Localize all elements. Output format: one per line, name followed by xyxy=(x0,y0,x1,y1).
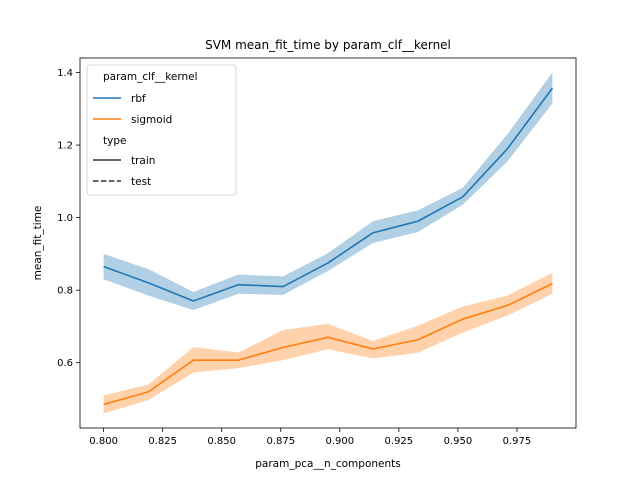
legend-frame xyxy=(86,64,237,196)
x-axis-label: param_pca__n_components xyxy=(255,458,400,470)
y-tick-label: 0.8 xyxy=(57,286,73,297)
series-line-rbf xyxy=(103,87,554,302)
y-tick-label: 1.0 xyxy=(57,213,73,224)
x-tick-label: 0.950 xyxy=(444,436,473,447)
legend: param_clf__kernel rbf sigmoid type train… xyxy=(86,64,237,196)
series-line-sigmoid xyxy=(103,282,553,406)
x-tick-label: 0.825 xyxy=(148,436,177,447)
legend-hue-title: param_clf__kernel xyxy=(103,71,198,83)
legend-label-train: train xyxy=(131,155,155,167)
x-tick-label: 0.875 xyxy=(266,436,295,447)
y-tick-label: 1.4 xyxy=(57,68,73,79)
plot-area-frame xyxy=(79,57,577,429)
legend-label-sigmoid: sigmoid xyxy=(131,114,172,126)
chart-title: SVM mean_fit_time by param_clf__kernel xyxy=(205,38,451,52)
x-tick-label: 0.800 xyxy=(89,436,118,447)
x-tick-label: 0.975 xyxy=(503,436,532,447)
legend-label-rbf: rbf xyxy=(131,93,146,105)
x-tick-label: 0.925 xyxy=(385,436,414,447)
y-tick-label: 0.6 xyxy=(57,358,73,369)
y-tick-label: 1.2 xyxy=(57,141,73,152)
y-axis-label: mean_fit_time xyxy=(32,206,44,281)
legend-label-test: test xyxy=(131,176,151,188)
legend-style-title: type xyxy=(103,135,126,147)
confidence-band-sigmoid xyxy=(103,272,553,414)
x-tick-label: 0.850 xyxy=(207,436,236,447)
x-tick-label: 0.900 xyxy=(325,436,354,447)
